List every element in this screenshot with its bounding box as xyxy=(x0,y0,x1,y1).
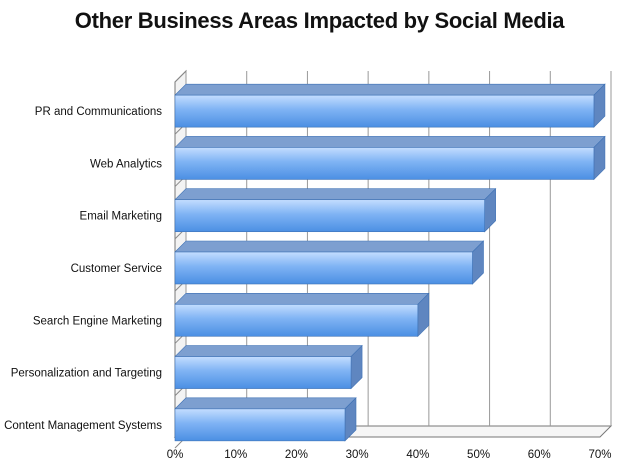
bar-front-face xyxy=(174,251,473,285)
x-tick-label: 20% xyxy=(285,449,308,461)
bar xyxy=(174,344,363,390)
category-label: Personalization and Targeting xyxy=(11,368,162,380)
bar xyxy=(174,397,357,442)
x-tick-label: 0% xyxy=(167,449,184,461)
bars xyxy=(174,83,606,442)
bar xyxy=(174,83,606,128)
bar-top-face xyxy=(174,397,357,410)
wall-notch xyxy=(174,70,187,83)
x-tick-label: 50% xyxy=(467,449,490,461)
bar xyxy=(174,292,430,338)
category-label: Web Analytics xyxy=(90,158,162,170)
bar-top-face xyxy=(174,83,606,96)
bar-front-face xyxy=(174,303,419,337)
chart-title: Other Business Areas Impacted by Social … xyxy=(74,8,565,33)
bar-top-face xyxy=(174,345,363,357)
x-tick-label: 70% xyxy=(588,449,611,461)
bar-front-face xyxy=(174,199,485,233)
category-label: PR and Communications xyxy=(35,106,162,118)
x-tick-label: 40% xyxy=(406,449,429,461)
category-label: Content Management Systems xyxy=(4,420,162,432)
bar-front-face xyxy=(174,408,346,442)
x-tick-label: 60% xyxy=(528,449,551,461)
category-labels: PR and Communications Web Analytics Email … xyxy=(4,106,162,432)
category-label: Search Engine Marketing xyxy=(33,315,162,327)
bar-top-face xyxy=(174,240,485,253)
bar-front-face xyxy=(174,356,352,389)
x-tick-label: 30% xyxy=(346,449,369,461)
bar xyxy=(174,240,485,285)
bar xyxy=(174,187,497,233)
x-axis-ticks: 0% 10% 20% 30% 40% 50% 60% 70% xyxy=(167,449,612,461)
bar xyxy=(174,135,606,181)
category-label: Customer Service xyxy=(71,263,162,275)
bar-top-face xyxy=(174,188,497,201)
category-label: Email Marketing xyxy=(80,211,162,223)
bar-front-face xyxy=(174,147,595,180)
bar-top-face xyxy=(174,136,606,148)
bar-top-face xyxy=(174,292,430,305)
x-tick-label: 10% xyxy=(224,449,247,461)
bar-front-face xyxy=(174,94,595,128)
